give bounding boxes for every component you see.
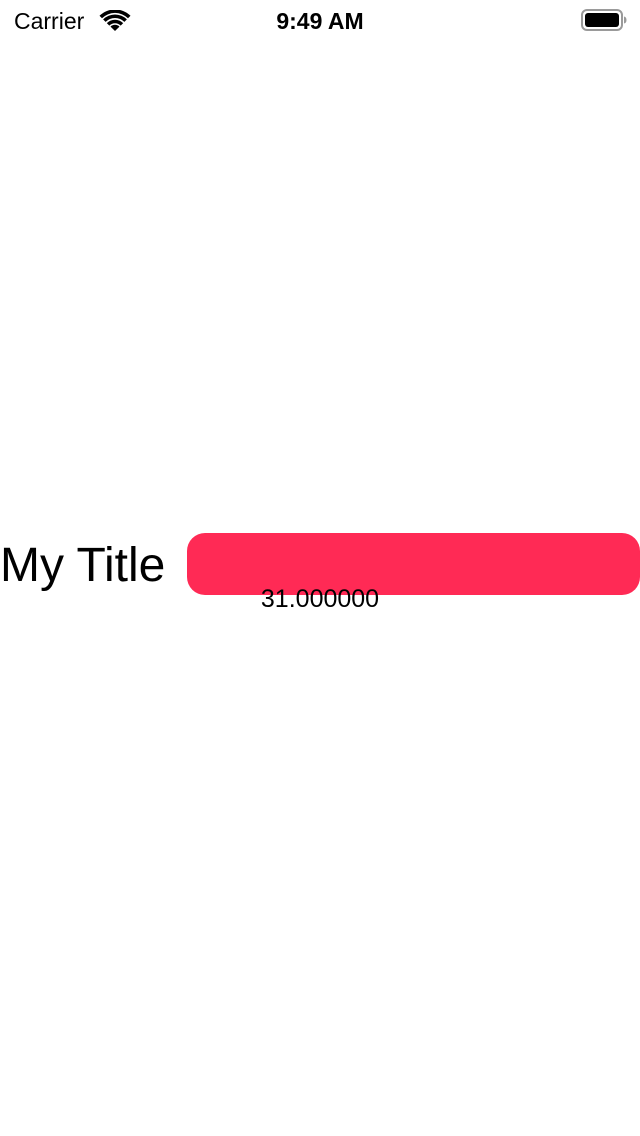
accent-bar: [187, 533, 640, 595]
status-time: 9:49 AM: [276, 8, 364, 34]
title-row: My Title: [0, 533, 640, 595]
status-bar: Carrier 9:49 AM: [0, 0, 640, 40]
title-label: My Title: [0, 539, 166, 592]
value-label: 31.000000: [260, 585, 380, 613]
battery-icon: [581, 9, 627, 31]
wifi-icon: [99, 10, 131, 31]
carrier-label: Carrier: [14, 8, 85, 34]
